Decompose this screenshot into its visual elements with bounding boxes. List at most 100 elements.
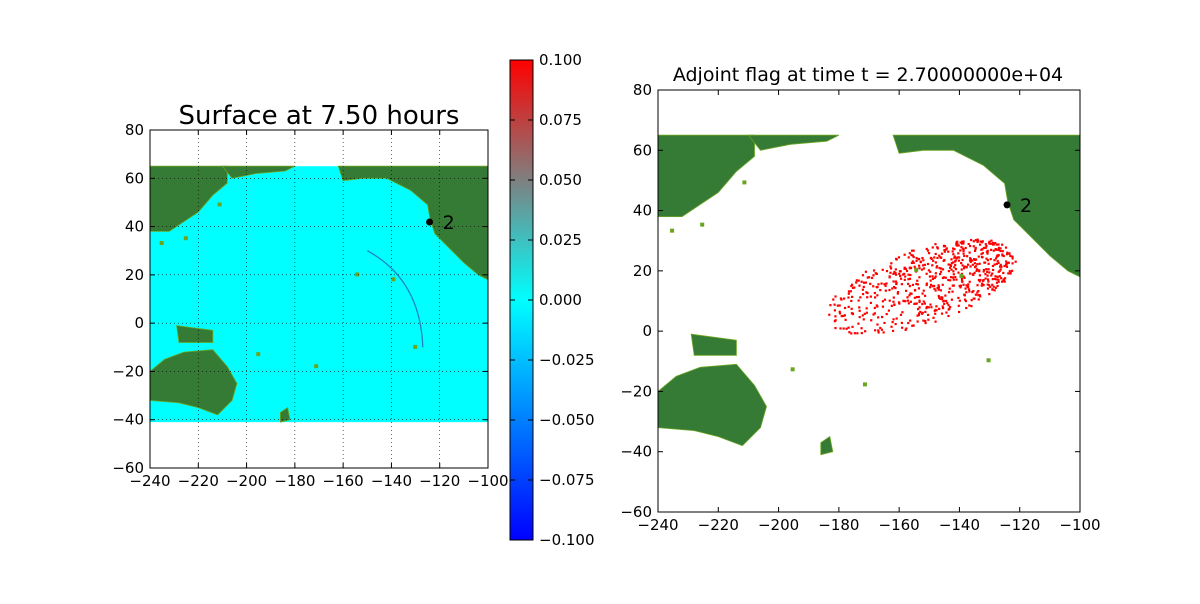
flag-cell — [840, 314, 843, 318]
flag-cell — [883, 298, 887, 301]
flag-cell — [945, 299, 948, 303]
flag-cell — [885, 312, 888, 316]
flag-cell — [953, 248, 956, 251]
x-tick-label: −200 — [758, 516, 799, 534]
flag-cell — [941, 305, 944, 308]
flag-cell — [1001, 243, 1004, 246]
flag-cell — [1008, 270, 1011, 273]
flag-cell — [959, 241, 962, 244]
gauge-label: 2 — [1020, 195, 1032, 217]
flag-cell — [885, 270, 889, 273]
flag-cell — [980, 253, 983, 256]
flag-cell — [1007, 272, 1010, 275]
island — [700, 222, 705, 227]
flag-cell — [939, 297, 942, 300]
island — [159, 241, 164, 246]
flag-cell — [927, 306, 930, 309]
flag-cell — [987, 262, 990, 265]
flag-cell — [957, 244, 960, 247]
flag-cell — [986, 283, 989, 286]
flag-cell — [913, 265, 916, 268]
flag-cell — [922, 319, 925, 322]
flag-cell — [960, 261, 963, 265]
flag-cell — [909, 319, 912, 322]
flag-cell — [922, 259, 925, 262]
flag-cell — [922, 300, 925, 303]
flag-cell — [964, 287, 967, 290]
flag-cell — [858, 309, 861, 312]
flag-cell — [993, 263, 996, 266]
flag-cell — [924, 310, 927, 314]
flag-cell — [890, 325, 893, 328]
flag-cell — [889, 265, 892, 268]
surface-plot-axes: −240 −220 −200 −180 −160 −140 −120 −100−60−40−2… — [112, 121, 508, 490]
flag-cell — [988, 284, 991, 287]
flag-cell — [994, 275, 997, 278]
flag-cell — [997, 270, 1000, 273]
flag-cell — [888, 299, 891, 302]
flag-cell — [862, 318, 865, 321]
flag-cell — [899, 274, 902, 278]
flag-cell — [907, 278, 910, 281]
flag-cell — [947, 314, 950, 318]
colorbar-tick-label: −0.100 — [539, 531, 595, 549]
flag-cell — [904, 328, 907, 331]
flag-cell — [904, 267, 907, 271]
flag-cell — [921, 302, 924, 306]
flag-cell — [962, 267, 966, 270]
flag-cell — [922, 267, 926, 270]
flag-cell — [959, 286, 962, 289]
flag-cell — [979, 278, 982, 282]
flag-cell — [962, 283, 965, 286]
flag-cell — [992, 243, 995, 246]
flag-cell — [974, 265, 977, 268]
flag-cell — [978, 243, 982, 246]
flag-cell — [944, 294, 947, 297]
flag-cell — [957, 252, 960, 255]
flag-cell — [909, 273, 912, 277]
flag-cell — [950, 258, 953, 261]
flag-cell — [934, 272, 937, 275]
flag-cell — [840, 298, 843, 301]
flag-cell — [865, 307, 868, 310]
flag-cell — [984, 243, 987, 246]
plot-frame — [149, 129, 489, 469]
flag-cell — [981, 251, 984, 255]
flag-cell — [881, 300, 885, 303]
flag-cell — [858, 284, 861, 287]
flag-cell — [911, 254, 914, 257]
flag-cell — [997, 243, 1000, 246]
flag-cell — [998, 265, 1002, 268]
flag-cell — [991, 272, 994, 275]
flag-cell — [970, 299, 973, 302]
flag-cell — [865, 311, 868, 314]
flag-cell — [875, 304, 878, 307]
flag-cell — [915, 302, 918, 305]
adjoint-flag-area: 2 — [657, 134, 1081, 456]
flag-cell — [986, 270, 989, 273]
island — [986, 358, 991, 363]
flag-cell — [960, 246, 963, 249]
flag-cell — [951, 247, 955, 250]
flag-cell — [891, 329, 895, 332]
y-tick-label: −20 — [112, 362, 144, 380]
flag-cell — [938, 273, 942, 276]
flag-cell — [986, 278, 990, 281]
flag-cell — [833, 303, 836, 306]
flag-cell — [966, 255, 969, 258]
flag-cell — [1000, 277, 1003, 280]
flag-cell — [993, 289, 996, 292]
flag-cell — [933, 256, 936, 259]
flag-cell — [894, 280, 898, 283]
flag-cell — [855, 281, 858, 284]
flag-cell — [997, 246, 1001, 249]
flag-cell — [940, 267, 943, 270]
colorbar: 0.100 0.075 0.050 0.025 0.000 −0.025 −0.050 −0.… — [509, 51, 595, 549]
flag-cell — [954, 263, 957, 267]
y-tick-label: 40 — [633, 202, 652, 220]
colorbar-tick-label: 0.025 — [539, 231, 582, 249]
flag-cell — [907, 302, 910, 305]
flag-cell — [868, 276, 871, 279]
x-tick-label: −180 — [274, 472, 315, 490]
flag-cell — [864, 270, 868, 273]
